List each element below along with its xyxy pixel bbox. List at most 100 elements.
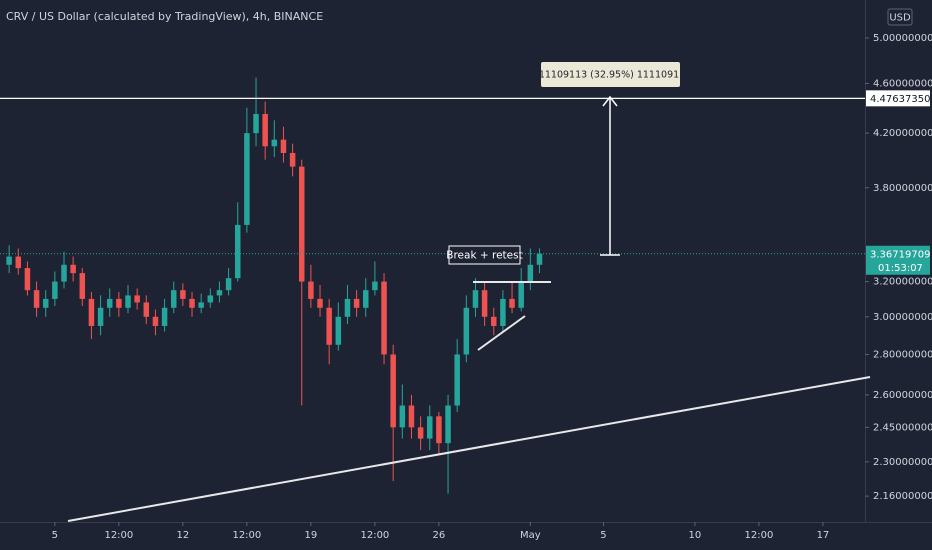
y-tick-label: 2.60000000	[873, 390, 932, 401]
x-tick-label: 19	[305, 530, 318, 541]
candle-body	[143, 302, 150, 317]
candle-body	[271, 139, 278, 147]
candle-body	[326, 307, 332, 345]
horizontal-line-label: 4.47637350	[870, 94, 930, 105]
candle-body	[427, 416, 433, 439]
candle-body	[6, 256, 12, 265]
y-tick-label: 4.60000000	[873, 78, 932, 89]
chart-title: CRV / US Dollar (calculated by TradingVi…	[6, 10, 323, 23]
measure-label: 1.11109113 (32.95%) 111109113	[530, 70, 692, 81]
candle-body	[500, 298, 506, 326]
x-tick-label: 12	[177, 530, 190, 541]
candle-body	[79, 273, 86, 299]
candle-body	[417, 427, 424, 439]
last-price-label: 3.36719709	[870, 249, 930, 260]
y-tick-label: 5.00000000	[873, 33, 932, 44]
candle-body	[335, 316, 342, 345]
candle-body	[308, 281, 314, 299]
candle-body	[152, 316, 159, 326]
x-tick-label: 26	[433, 530, 446, 541]
annotation: Break + retest	[446, 250, 522, 262]
candle-body	[317, 298, 323, 308]
candle-body	[42, 298, 49, 308]
candle-body	[280, 139, 287, 153]
y-tick-label: 3.20000000	[873, 277, 932, 288]
support-line	[477, 315, 526, 351]
candle-body	[436, 416, 442, 444]
candle-body	[390, 354, 396, 428]
candle-body	[518, 281, 524, 308]
candle-body	[52, 281, 58, 299]
y-tick-label: 3.80000000	[873, 183, 932, 194]
measure-arrow-head	[602, 95, 618, 107]
candle-body	[445, 405, 451, 444]
x-tick-label: 5	[52, 530, 58, 541]
candle-body	[33, 290, 40, 308]
currency: USD	[889, 13, 911, 24]
y-tick-label: 2.16000000	[873, 491, 932, 502]
y-tick-label: 2.30000000	[873, 457, 932, 468]
candle-body	[234, 224, 241, 279]
candle-body	[180, 290, 186, 299]
candle-body	[299, 166, 305, 282]
candle-body	[134, 295, 140, 303]
candle-body	[207, 295, 214, 303]
candle-body	[189, 298, 195, 308]
candle-body	[225, 278, 232, 291]
plot-area: 5.00000000 4.60000000 4.20000000 3.80000000…	[0, 33, 932, 541]
horizontal-line-tag	[866, 90, 930, 107]
candle-body	[454, 354, 460, 406]
candle-body	[97, 307, 104, 326]
y-tick-label: 3.00000000	[873, 312, 932, 323]
y-tick-label: 2.45000000	[873, 422, 932, 433]
candle-body	[353, 298, 360, 308]
candle-body	[161, 307, 168, 326]
x-tick-label: 12:00	[232, 530, 261, 541]
candle-body	[536, 253, 543, 265]
countdown: 01:53:07	[878, 263, 923, 274]
y-tick-label: 2.80000000	[873, 349, 932, 360]
x-tick-label: May	[520, 530, 541, 541]
candle-body	[463, 307, 470, 355]
candle-body	[527, 264, 534, 282]
y-tick-label: 4.20000000	[873, 128, 932, 139]
candle-body	[116, 298, 122, 308]
x-tick-label: 12:00	[745, 530, 774, 541]
measure-box	[541, 62, 680, 87]
candle-body	[372, 281, 378, 291]
candle-body	[262, 113, 268, 147]
candle-body	[481, 290, 488, 317]
candle-body	[509, 298, 515, 308]
candle-body	[253, 113, 259, 134]
candle-body	[472, 290, 479, 308]
last-price-tag	[866, 245, 930, 275]
candle-body	[106, 298, 113, 308]
candle-body	[289, 152, 296, 167]
candle-body	[24, 268, 31, 291]
candle-body	[399, 405, 406, 428]
candle-body	[125, 295, 131, 308]
x-tick-label: 12:00	[360, 530, 389, 541]
candle-body	[408, 405, 415, 428]
candle-body	[216, 290, 223, 296]
candle-body	[88, 298, 95, 326]
candle-body	[70, 264, 76, 274]
candle-body	[61, 264, 67, 282]
annotation-box	[448, 245, 521, 265]
candle-body	[170, 290, 177, 308]
candle-body	[15, 256, 22, 269]
candle-body	[198, 302, 204, 308]
x-tick-label: 17	[817, 530, 830, 541]
candle-body	[381, 281, 387, 355]
trendline	[67, 376, 871, 522]
candle-body	[491, 316, 497, 326]
candle-body	[363, 290, 369, 308]
x-tick-label: 12:00	[104, 530, 133, 541]
candle-body	[344, 298, 351, 317]
currency-box	[887, 8, 913, 26]
candle-body	[244, 133, 250, 225]
x-tick-label: 10	[689, 530, 702, 541]
x-tick-label: 5	[600, 530, 606, 541]
